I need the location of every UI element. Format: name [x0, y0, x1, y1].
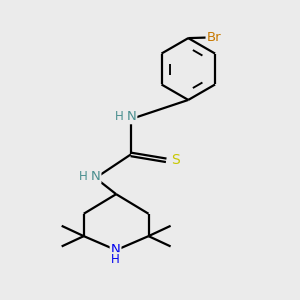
Text: S: S	[171, 153, 179, 167]
Text: H: H	[79, 170, 88, 183]
Text: H: H	[111, 253, 120, 266]
Text: N: N	[127, 110, 136, 123]
Text: N: N	[111, 243, 120, 256]
Text: Br: Br	[207, 31, 221, 44]
Text: H: H	[115, 110, 124, 123]
Text: N: N	[91, 170, 100, 183]
